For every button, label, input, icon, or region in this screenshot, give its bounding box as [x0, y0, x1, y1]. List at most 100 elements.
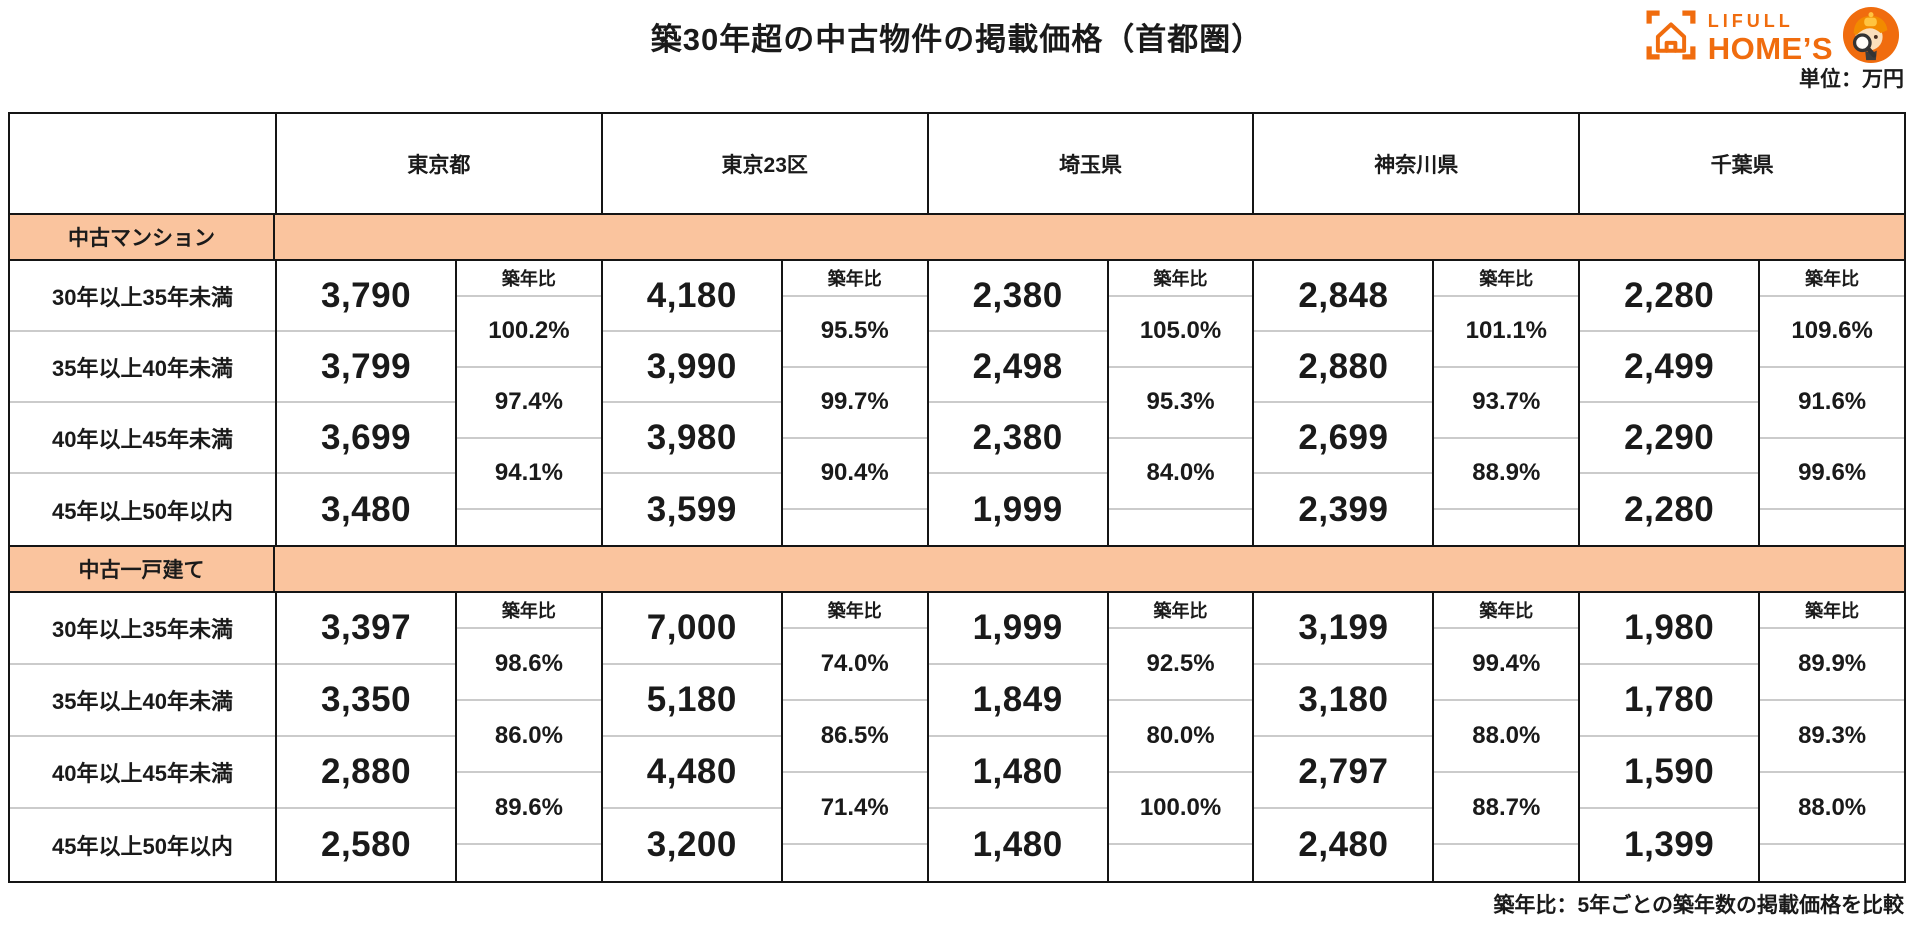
group-mansion-saitama: 2,380 2,498 2,380 1,999 築年比 105.0% 95.3%… [926, 261, 1253, 545]
ratio-header: 築年比 [1434, 593, 1579, 629]
price-cell: 3,599 [646, 489, 737, 529]
ratio-header: 築年比 [1108, 261, 1253, 297]
price-column: 2,280 2,499 2,290 2,280 [1580, 261, 1759, 545]
ratio-header: 築年比 [782, 261, 927, 297]
ratio-header: 築年比 [457, 261, 601, 297]
price-cell: 1,590 [1580, 737, 1759, 809]
section-band-house: 中古一戸建て [10, 545, 1904, 593]
price-cell: 2,880 [1254, 332, 1433, 403]
ratio-cell: 88.9% [1434, 439, 1579, 510]
ratio-empty-cell [1760, 845, 1904, 881]
ratio-cell: 94.1% [457, 439, 601, 510]
group-mansion-tokyo23: 4,180 3,990 3,980 3,599 築年比 95.5% 99.7% … [600, 261, 927, 545]
section-band-mansion: 中古マンション [10, 213, 1904, 261]
ratio-cell: 74.0% [782, 629, 927, 701]
row-label: 35年以上40年未満 [10, 665, 275, 737]
price-cell: 1,780 [1580, 665, 1759, 737]
ratio-cell: 89.3% [1760, 701, 1904, 773]
ratio-column: 築年比 109.6% 91.6% 99.6% [1758, 261, 1904, 545]
column-header-tokyo23: 東京23区 [600, 114, 927, 213]
group-house-saitama: 1,999 1,849 1,480 1,480 築年比 92.5% 80.0% … [926, 593, 1253, 881]
column-header-saitama: 埼玉県 [926, 114, 1253, 213]
group-house-chiba: 1,980 1,780 1,590 1,399 築年比 89.9% 89.3% … [1578, 593, 1904, 881]
column-header-kanagawa: 神奈川県 [1252, 114, 1578, 213]
ratio-cell: 71.4% [782, 773, 927, 845]
price-cell: 3,480 [320, 489, 412, 529]
ratio-cell: 89.9% [1760, 629, 1904, 701]
price-cell: 2,380 [928, 403, 1107, 474]
homes-mascot-icon [1842, 6, 1900, 69]
ratio-cell: 93.7% [1434, 368, 1579, 439]
price-cell: 2,380 [928, 261, 1107, 332]
group-mansion-tokyo: 3,790 3,799 3,699 3,480 築年比 100.2% 97.4%… [275, 261, 601, 545]
ratio-header: 築年比 [1760, 261, 1904, 297]
price-column: 2,848 2,880 2,699 2,399 [1254, 261, 1433, 545]
price-cell: 3,180 [1254, 665, 1433, 737]
price-cell: 2,399 [1298, 489, 1389, 529]
row-label: 40年以上45年未満 [10, 737, 275, 809]
ratio-cell: 98.6% [457, 629, 601, 701]
group-house-kanagawa: 3,199 3,180 2,797 2,480 築年比 99.4% 88.0% … [1252, 593, 1579, 881]
row-label: 30年以上35年未満 [10, 593, 275, 665]
group-mansion-chiba: 2,280 2,499 2,290 2,280 築年比 109.6% 91.6%… [1578, 261, 1904, 545]
row-label: 35年以上40年未満 [10, 332, 275, 403]
ratio-column: 築年比 105.0% 95.3% 84.0% [1106, 261, 1253, 545]
ratio-column: 築年比 95.5% 99.7% 90.4% [780, 261, 927, 545]
row-label: 45年以上50年以内 [52, 834, 233, 859]
ratio-cell: 84.0% [1108, 439, 1253, 510]
ratio-empty-cell [783, 845, 927, 881]
ratio-cell: 91.6% [1760, 368, 1904, 439]
ratio-cell: 97.4% [457, 368, 601, 439]
section-label-mansion: 中古マンション [10, 215, 275, 259]
price-cell: 3,350 [277, 665, 456, 737]
price-cell: 3,199 [1254, 593, 1433, 665]
header-empty-cell [10, 114, 275, 213]
section-band-fill [275, 215, 1904, 259]
price-column: 1,980 1,780 1,590 1,399 [1580, 593, 1759, 881]
ratio-cell: 89.6% [457, 773, 601, 845]
price-column: 2,380 2,498 2,380 1,999 [928, 261, 1107, 545]
price-cell: 1,999 [928, 593, 1107, 665]
ratio-cell: 92.5% [1108, 629, 1253, 701]
price-cell: 2,280 [1580, 261, 1759, 332]
price-cell: 5,180 [602, 665, 781, 737]
house-bracket-icon [1643, 7, 1699, 68]
ratio-footnote: 築年比：5年ごとの築年数の掲載価格を比較 [1493, 894, 1904, 917]
price-cell: 1,399 [1624, 825, 1715, 864]
price-column: 7,000 5,180 4,480 3,200 [602, 593, 781, 881]
ratio-header: 築年比 [1434, 261, 1579, 297]
price-cell: 3,200 [646, 825, 737, 864]
price-cell: 1,480 [972, 825, 1063, 864]
price-cell: 2,498 [928, 332, 1107, 403]
price-cell: 3,699 [277, 403, 456, 474]
ratio-cell: 95.5% [782, 297, 927, 368]
ratio-column: 築年比 92.5% 80.0% 100.0% [1106, 593, 1253, 881]
page-title: 築30年超の中古物件の掲載価格（首都圏） [650, 22, 1264, 57]
price-column: 1,999 1,849 1,480 1,480 [928, 593, 1107, 881]
price-cell: 2,848 [1254, 261, 1433, 332]
price-cell: 1,980 [1580, 593, 1759, 665]
ratio-cell: 99.6% [1760, 439, 1904, 510]
ratio-column: 築年比 98.6% 86.0% 89.6% [455, 593, 601, 881]
ratio-cell: 88.0% [1760, 773, 1904, 845]
price-table: 東京都 東京23区 埼玉県 神奈川県 千葉県 中古マンション 30年以上35年未… [8, 112, 1906, 883]
price-cell: 2,499 [1580, 332, 1759, 403]
ratio-empty-cell [1109, 845, 1253, 881]
ratio-cell: 99.7% [782, 368, 927, 439]
price-cell: 7,000 [602, 593, 781, 665]
section-band-fill [275, 547, 1904, 591]
section-label-house: 中古一戸建て [10, 547, 275, 591]
ratio-cell: 80.0% [1108, 701, 1253, 773]
price-cell: 4,180 [602, 261, 781, 332]
column-header-chiba: 千葉県 [1578, 114, 1904, 213]
column-header-tokyo: 東京都 [275, 114, 601, 213]
ratio-cell: 90.4% [782, 439, 927, 510]
group-house-tokyo23: 7,000 5,180 4,480 3,200 築年比 74.0% 86.5% … [600, 593, 927, 881]
row-label-column: 30年以上35年未満 35年以上40年未満 40年以上45年未満 45年以上50… [10, 593, 275, 881]
ratio-cell: 100.2% [457, 297, 601, 368]
price-cell: 2,280 [1624, 489, 1715, 529]
price-cell: 2,699 [1254, 403, 1433, 474]
ratio-header: 築年比 [1760, 593, 1904, 629]
price-column: 3,790 3,799 3,699 3,480 [277, 261, 456, 545]
section-mansion: 30年以上35年未満 35年以上40年未満 40年以上45年未満 45年以上50… [10, 261, 1904, 545]
